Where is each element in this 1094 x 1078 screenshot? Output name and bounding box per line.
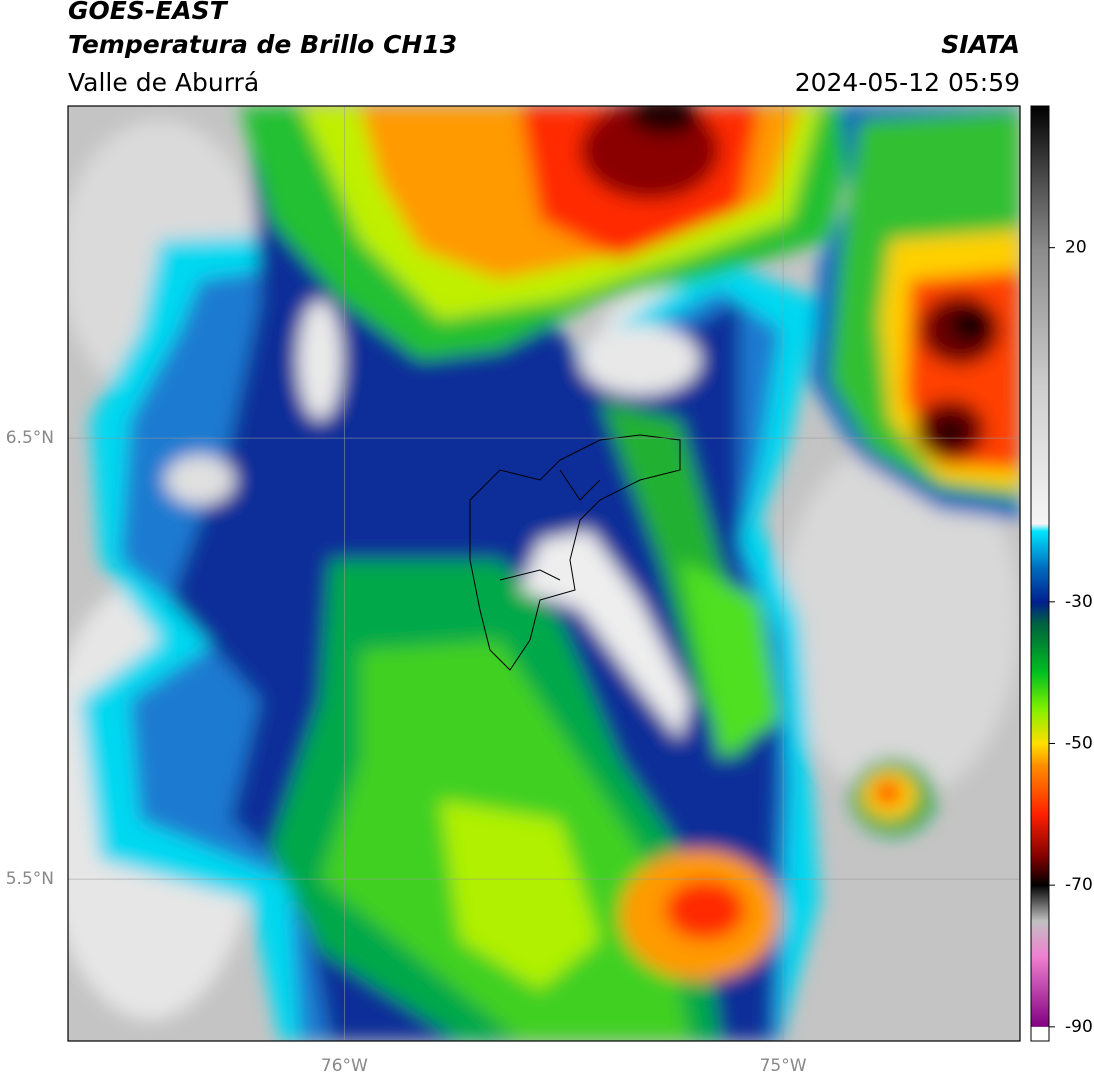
subtitle: Temperatura de Brillo CH13 bbox=[68, 30, 457, 59]
colorbar-segment bbox=[1031, 885, 1049, 922]
colorbar-label: -90 bbox=[1065, 1017, 1093, 1037]
region: Valle de Aburrá bbox=[68, 68, 259, 97]
source: SIATA bbox=[941, 30, 1020, 59]
colorbar-segment bbox=[1031, 523, 1049, 532]
map-frame bbox=[67, 105, 1021, 1042]
lon-label: 75°W bbox=[760, 1056, 807, 1076]
colorbar-segment bbox=[1031, 389, 1049, 525]
colorbar-segment bbox=[1031, 743, 1049, 766]
colorbar-segment bbox=[1031, 956, 1049, 1028]
lat-label: 6.5°N bbox=[6, 428, 54, 448]
graticule: 6.5°N 5.5°N 76°W 75°W bbox=[6, 106, 1020, 1076]
colorbar-segment bbox=[1031, 814, 1049, 858]
lat-label: 5.5°N bbox=[6, 869, 54, 889]
colorbar-label: -50 bbox=[1065, 734, 1093, 754]
satellite-image bbox=[68, 106, 1020, 1041]
boundary bbox=[469, 434, 681, 671]
colorbar-frame bbox=[1030, 105, 1050, 1042]
colorbar-segment bbox=[1031, 623, 1049, 674]
colorbar-label: -30 bbox=[1065, 592, 1093, 612]
colorbar-segment bbox=[1031, 566, 1049, 603]
colorbar-segment bbox=[1031, 1026, 1049, 1042]
title: GOES-EAST bbox=[68, 0, 229, 25]
colorbar-label: 20 bbox=[1065, 238, 1087, 258]
colorbar-label: -70 bbox=[1065, 875, 1093, 895]
colorbar-segment bbox=[1031, 176, 1049, 249]
colorbar-segment bbox=[1031, 531, 1049, 567]
colorbar-segment bbox=[1031, 856, 1049, 886]
lon-label: 76°W bbox=[321, 1056, 368, 1076]
colorbar-segment bbox=[1031, 106, 1049, 178]
colorbar-segment bbox=[1031, 920, 1049, 957]
colorbar-segment bbox=[1031, 764, 1049, 815]
colorbar-segment bbox=[1031, 672, 1049, 709]
colorbar: 20 -30 -50 -70 -90 bbox=[1031, 106, 1093, 1042]
datetime: 2024-05-12 05:59 bbox=[795, 68, 1020, 97]
colorbar-segment bbox=[1031, 247, 1049, 390]
colorbar-segment bbox=[1031, 708, 1049, 744]
colorbar-segment bbox=[1031, 601, 1049, 624]
